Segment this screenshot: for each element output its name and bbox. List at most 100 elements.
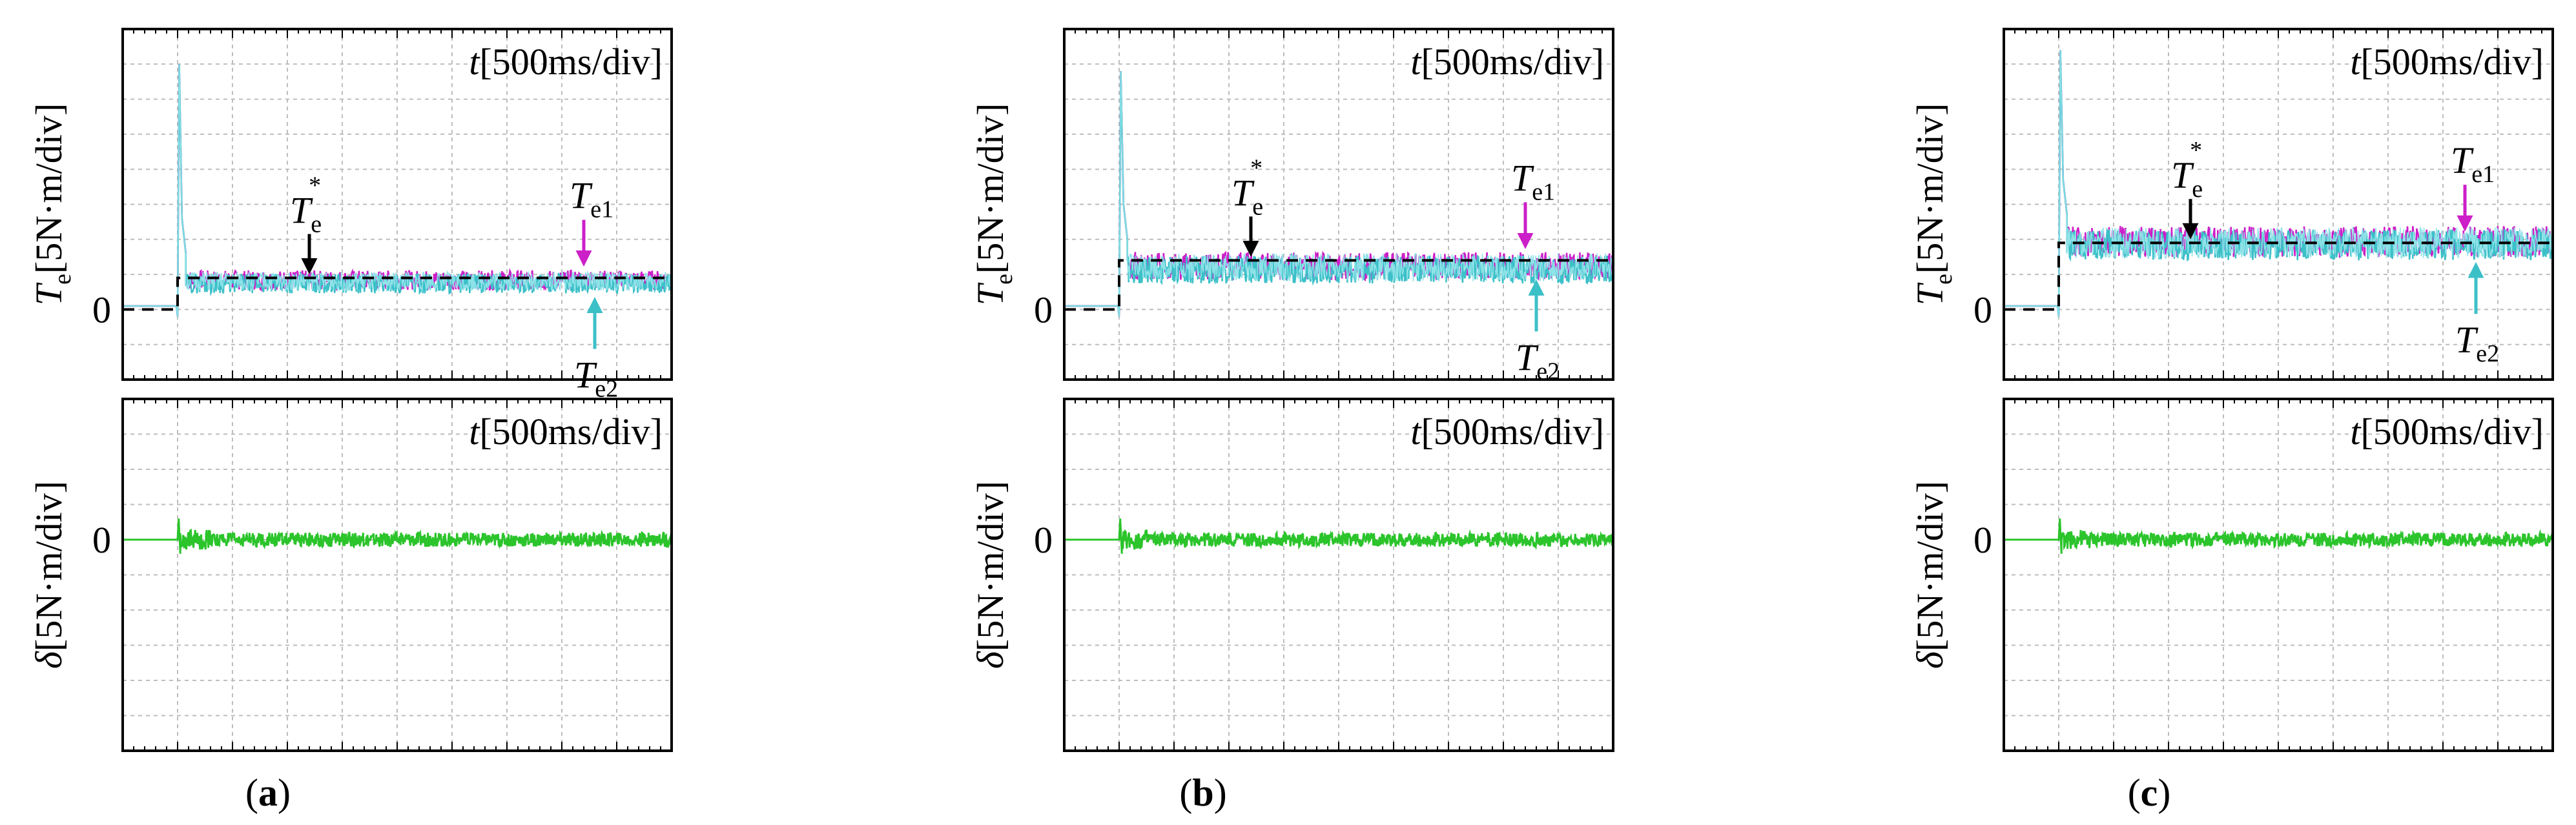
panel-title: t[500ms/div]: [469, 411, 663, 453]
trace-te2-light: [1064, 71, 1613, 317]
label-te-ref: Te *: [290, 172, 322, 238]
ylabel-var: δ: [1909, 651, 1951, 669]
label-te-ref: Te *: [2171, 137, 2203, 203]
trace-delta: [2004, 518, 2554, 554]
ref-sub: e: [311, 211, 322, 238]
title-var: t: [1410, 411, 1422, 453]
te2-var: T: [2455, 319, 2478, 361]
title-var: t: [469, 41, 480, 83]
ylabel-var: T: [1909, 282, 1951, 305]
ylabel-sub: e: [49, 274, 76, 285]
ylabel-unit: [5N·m/div]: [1909, 481, 1951, 651]
y-axis-label: δ[5N·m/div]: [969, 481, 1011, 669]
y-axis-label: δ[5N·m/div]: [1909, 481, 1951, 669]
ylabel-unit: [5N·m/div]: [28, 103, 70, 274]
panel-title: t[500ms/div]: [1410, 41, 1604, 83]
title-unit: [500ms/div]: [479, 41, 663, 83]
ref-sup: *: [1250, 154, 1262, 181]
trace-te2: [2004, 50, 2553, 317]
trace-te-ref: [123, 276, 672, 311]
trace-delta: [1064, 518, 1614, 554]
caption-label: a: [258, 771, 278, 814]
ylabel-unit: [5N·m/div]: [969, 103, 1011, 274]
title-var: t: [2350, 411, 2362, 453]
caption-close: ): [2158, 771, 2170, 814]
chart-c-delta: t[500ms/div] δ[5N·m/div] 0: [1909, 398, 2554, 752]
panel-frame: [121, 398, 673, 752]
ylabel-unit: [5N·m/div]: [969, 481, 1011, 651]
trace-te-ref: [1064, 259, 1613, 311]
caption-label: c: [2141, 771, 2158, 814]
caption-open: (: [2128, 771, 2141, 814]
te2-var: T: [1516, 336, 1539, 378]
title-unit: [500ms/div]: [2360, 411, 2544, 453]
ylabel-sub: e: [1930, 274, 1957, 285]
caption-c: (c): [2128, 771, 2171, 814]
te1-sub: e1: [590, 196, 613, 223]
te2-sub: e2: [1536, 358, 1560, 385]
label-te-ref: Te *: [1231, 154, 1263, 220]
te1-var: T: [570, 175, 593, 217]
trace-te2-light: [123, 64, 672, 317]
label-te2: Te2: [2455, 319, 2499, 367]
panel-title: t[500ms/div]: [2350, 411, 2544, 453]
ref-var: T: [2171, 154, 2194, 196]
title-unit: [500ms/div]: [1421, 411, 1604, 453]
ref-sub: e: [2192, 176, 2203, 203]
ylabel-unit: [5N·m/div]: [28, 481, 70, 651]
panel-frame: [121, 28, 673, 381]
caption-label: b: [1192, 771, 1213, 814]
panel-title: t[500ms/div]: [2350, 41, 2544, 83]
label-te1: Te1: [570, 175, 613, 223]
y-tick-zero: 0: [92, 289, 111, 331]
title-unit: [500ms/div]: [479, 411, 663, 453]
caption-close: ): [1214, 771, 1227, 814]
chart-a-delta: t[500ms/div] δ[5N·m/div] 0: [28, 398, 673, 752]
caption-open: (: [1179, 771, 1192, 814]
te1-sub: e1: [1532, 178, 1555, 205]
te2-sub: e2: [2476, 340, 2499, 367]
title-var: t: [469, 411, 480, 453]
y-tick-zero: 0: [1034, 289, 1053, 331]
caption-close: ): [278, 771, 291, 814]
label-te1: Te1: [2451, 139, 2495, 188]
ref-sub: e: [1252, 193, 1263, 220]
ylabel-var: δ: [969, 651, 1011, 669]
y-axis-label: Te[5N·m/div]: [969, 103, 1018, 305]
title-var: t: [2350, 41, 2362, 83]
title-unit: [500ms/div]: [1421, 41, 1604, 83]
te1-sub: e1: [2471, 161, 2495, 188]
title-var: t: [1410, 41, 1422, 83]
ylabel-unit: [5N·m/div]: [1909, 103, 1951, 274]
y-axis-label: δ[5N·m/div]: [28, 481, 70, 669]
title-unit: [500ms/div]: [2360, 41, 2544, 83]
ref-sup: *: [309, 172, 321, 199]
y-axis-label: Te[5N·m/div]: [1909, 103, 1957, 305]
ref-sup: *: [2190, 137, 2202, 164]
y-axis-label: Te[5N·m/div]: [28, 103, 76, 305]
ylabel-var: T: [28, 282, 70, 305]
trace-delta: [123, 518, 673, 554]
ylabel-sub: e: [991, 274, 1018, 285]
y-tick-zero: 0: [1973, 289, 1992, 331]
ref-var: T: [290, 190, 313, 232]
panel-frame: [1063, 28, 1614, 381]
panel-title: t[500ms/div]: [469, 41, 663, 83]
te1-var: T: [1511, 157, 1534, 199]
y-tick-zero: 0: [92, 519, 111, 561]
trace-te2-light: [2004, 50, 2553, 317]
ylabel-var: T: [969, 282, 1011, 305]
ref-var: T: [1231, 172, 1255, 214]
te1-var: T: [2451, 139, 2474, 181]
caption-b: (b): [1179, 771, 1226, 814]
chart-b-delta: t[500ms/div] δ[5N·m/div] 0: [969, 398, 1614, 752]
trace-te1: [2004, 50, 2553, 317]
caption-a: (a): [245, 771, 291, 814]
ylabel-var: δ: [28, 651, 70, 669]
y-tick-zero: 0: [1973, 519, 1992, 561]
caption-open: (: [245, 771, 258, 814]
label-te2: Te2: [1516, 336, 1560, 385]
